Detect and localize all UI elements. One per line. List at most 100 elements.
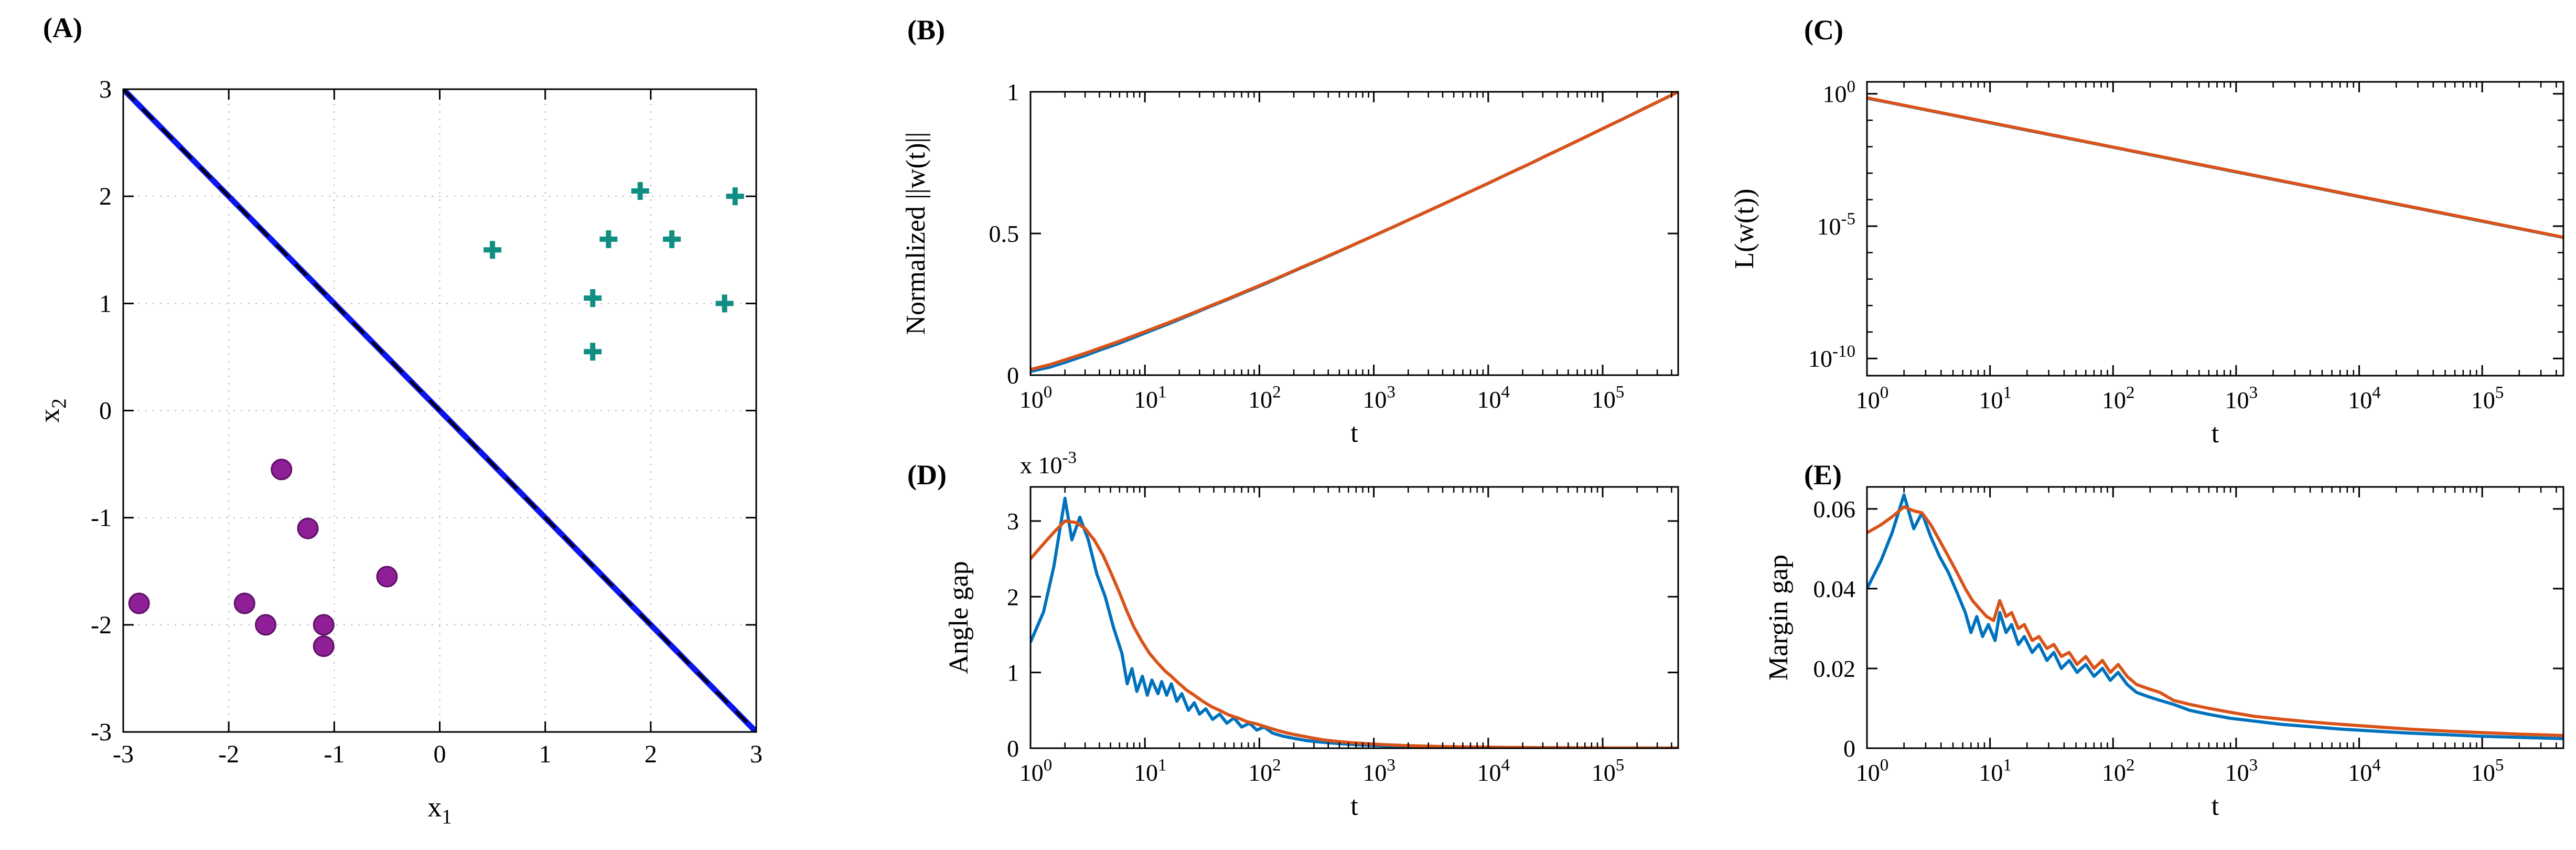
svg-text:t: t (2212, 419, 2219, 449)
positive-class-marker (726, 187, 744, 206)
svg-text:100: 100 (1856, 756, 1889, 786)
svg-text:3: 3 (1007, 508, 1019, 535)
svg-text:3: 3 (99, 76, 112, 103)
svg-text:0: 0 (1007, 362, 1019, 389)
blue-series-curve (1031, 92, 1678, 373)
panel-e-chart: 100 101 102 103 104 105 0 0.02 0.04 0.06 t Margin g… (1764, 486, 2564, 821)
svg-text:101: 101 (1979, 384, 2012, 413)
svg-text:102: 102 (1248, 756, 1281, 786)
svg-text:t: t (1350, 418, 1358, 448)
positive-class-marker (631, 182, 649, 200)
panel-label-b: (B) (907, 14, 945, 46)
panel-b-chart: 100 101 102 103 104 105 0 0.5 1 t Normalized ||w(t… (901, 79, 1679, 448)
svg-text:105: 105 (2471, 756, 2504, 786)
svg-text:102: 102 (2102, 756, 2135, 786)
panel-label-e: (E) (1804, 459, 1842, 491)
svg-text:105: 105 (1592, 383, 1625, 413)
panel-label-d: (D) (907, 459, 947, 491)
svg-text:x 10-3: x 10-3 (1020, 449, 1077, 479)
svg-text:100: 100 (1019, 756, 1053, 786)
axis-box (1029, 91, 1679, 376)
svg-text:1: 1 (99, 290, 112, 317)
positive-class-marker (599, 230, 618, 248)
svg-text:Normalized ||w(t)||: Normalized ||w(t)|| (901, 132, 931, 335)
svg-text:0.04: 0.04 (1813, 576, 1856, 602)
negative-class-marker (128, 592, 150, 614)
negative-class-marker (271, 459, 293, 481)
svg-text:0: 0 (1007, 735, 1019, 762)
negative-class-marker (297, 517, 319, 539)
svg-text:-3: -3 (113, 740, 134, 768)
svg-text:103: 103 (2225, 756, 2258, 786)
plot-series (123, 89, 756, 732)
svg-text:101: 101 (1979, 756, 2012, 786)
svg-text:1: 1 (1007, 79, 1019, 105)
orange-series-curve (1031, 92, 1678, 371)
blue-series-curve (1867, 493, 2563, 740)
positive-class-marker (663, 230, 681, 248)
svg-text:x2: x2 (34, 398, 70, 423)
svg-text:103: 103 (1362, 383, 1396, 413)
svg-text:0: 0 (99, 397, 112, 425)
svg-text:2: 2 (99, 183, 112, 210)
negative-class-marker (376, 566, 398, 588)
plot-series (1031, 92, 1678, 373)
plot-series (1867, 96, 2563, 239)
positive-class-marker (584, 343, 602, 361)
svg-text:x1: x1 (427, 791, 452, 828)
svg-text:105: 105 (2471, 384, 2504, 413)
svg-text:Angle gap: Angle gap (944, 561, 974, 674)
panel-d-chart: 100 101 102 103 104 105 0 1 2 3 t Angle gap x 10-3 (944, 449, 1679, 821)
plot-series (1031, 496, 1678, 748)
panel-label-c: (C) (1804, 14, 1843, 46)
svg-text:10-5: 10-5 (1817, 210, 1856, 240)
negative-class-marker (233, 592, 255, 614)
svg-text:100: 100 (1019, 383, 1053, 413)
svg-text:0.5: 0.5 (989, 220, 1019, 247)
orange-series-curve (1867, 505, 2563, 737)
svg-text:103: 103 (1362, 756, 1396, 786)
svg-text:Margin gap: Margin gap (1764, 555, 1794, 681)
positive-class-marker (715, 294, 734, 313)
positive-class-marker (584, 289, 602, 307)
svg-text:105: 105 (1592, 756, 1625, 786)
panel-a-chart: -3 -2 -1 0 1 2 3 -3 -2 -1 0 1 2 3 x1 x2 (34, 76, 763, 828)
svg-text:104: 104 (2348, 384, 2381, 413)
svg-text:1: 1 (1007, 660, 1019, 686)
negative-class-marker (255, 614, 277, 636)
svg-text:-1: -1 (91, 504, 112, 532)
svg-text:1: 1 (539, 740, 552, 768)
plot-series (1867, 493, 2563, 740)
axis-box (1866, 81, 2564, 377)
svg-text:104: 104 (1477, 756, 1510, 786)
orange-series-curve (1031, 519, 1678, 748)
svg-text:101: 101 (1134, 756, 1167, 786)
svg-text:t: t (1350, 791, 1358, 821)
panel-label-a: (A) (43, 12, 82, 44)
svg-text:0.02: 0.02 (1813, 655, 1856, 682)
svg-text:0: 0 (1843, 735, 1855, 762)
axis-box (1029, 486, 1679, 749)
positive-class-marker (484, 241, 502, 259)
svg-text:10-10: 10-10 (1808, 342, 1855, 372)
svg-text:104: 104 (1477, 383, 1510, 413)
svg-text:-1: -1 (324, 740, 345, 768)
svg-text:-2: -2 (218, 740, 239, 768)
svg-text:100: 100 (1823, 77, 1856, 107)
svg-text:L(w(t)): L(w(t)) (1730, 188, 1759, 269)
negative-class-marker (313, 614, 335, 636)
axis-box (1866, 486, 2564, 749)
svg-text:-3: -3 (91, 718, 112, 746)
svg-text:102: 102 (2102, 384, 2135, 413)
svg-text:0: 0 (434, 740, 446, 768)
orange-series-curve (1867, 96, 2563, 239)
blue-series-curve (1031, 496, 1678, 748)
svg-text:2: 2 (645, 740, 657, 768)
svg-text:-2: -2 (91, 611, 112, 639)
negative-class-marker (313, 635, 335, 657)
panel-c-chart: 100 101 102 103 104 105 100 10-5 10-10 t L(w(t)) (1730, 77, 2564, 449)
max-margin-line (123, 89, 756, 732)
svg-text:102: 102 (1248, 383, 1281, 413)
svg-text:0.06: 0.06 (1813, 496, 1856, 523)
